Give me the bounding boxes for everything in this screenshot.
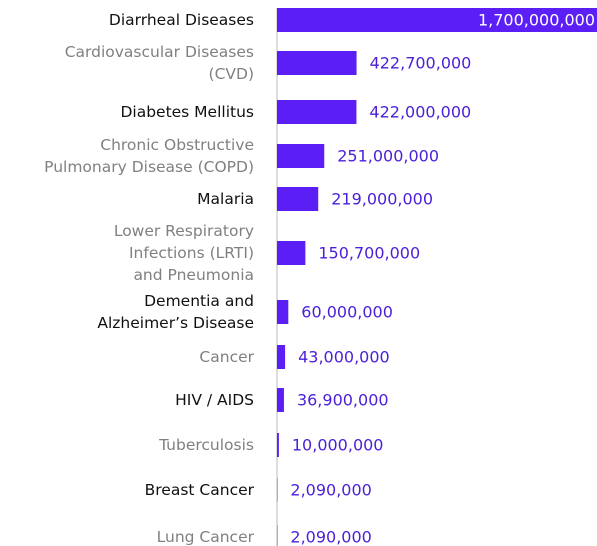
bar [277, 8, 597, 32]
category-label: Diarrheal Diseases [108, 11, 254, 29]
value-label: 150,700,000 [318, 244, 420, 263]
category-label: Malaria [197, 190, 254, 208]
value-label: 36,900,000 [297, 391, 389, 410]
value-label: 60,000,000 [301, 303, 393, 322]
bar [277, 345, 286, 369]
value-label: 219,000,000 [331, 190, 433, 209]
value-label: 10,000,000 [292, 436, 384, 455]
value-label: 43,000,000 [298, 348, 390, 367]
category-label: Cardiovascular Diseases (CVD) [64, 43, 254, 83]
bar [277, 241, 306, 265]
category-label: Diabetes Mellitus [120, 103, 254, 121]
value-label: 1,700,000,000 [478, 11, 595, 30]
value-label: 251,000,000 [337, 147, 439, 166]
bar [277, 300, 289, 324]
bar [277, 51, 357, 75]
category-label: Lower Respiratory Infections (LRTI) and … [113, 222, 254, 284]
category-label: Dementia and Alzheimer’s Disease [97, 292, 254, 332]
bar [277, 433, 279, 457]
category-label: Breast Cancer [144, 481, 254, 499]
value-label: 2,090,000 [290, 528, 371, 546]
category-label: Lung Cancer [156, 528, 254, 546]
value-label: 422,000,000 [369, 103, 471, 122]
category-label: Chronic Obstructive Pulmonary Disease (C… [44, 136, 254, 176]
value-label: 2,090,000 [290, 481, 371, 500]
bar [277, 144, 325, 168]
category-label: Cancer [199, 348, 254, 366]
bar [277, 388, 284, 412]
bar [277, 187, 319, 211]
category-label: HIV / AIDS [175, 391, 254, 409]
bar [277, 100, 357, 124]
category-label: Tuberculosis [159, 436, 254, 454]
value-label: 422,700,000 [370, 54, 472, 73]
